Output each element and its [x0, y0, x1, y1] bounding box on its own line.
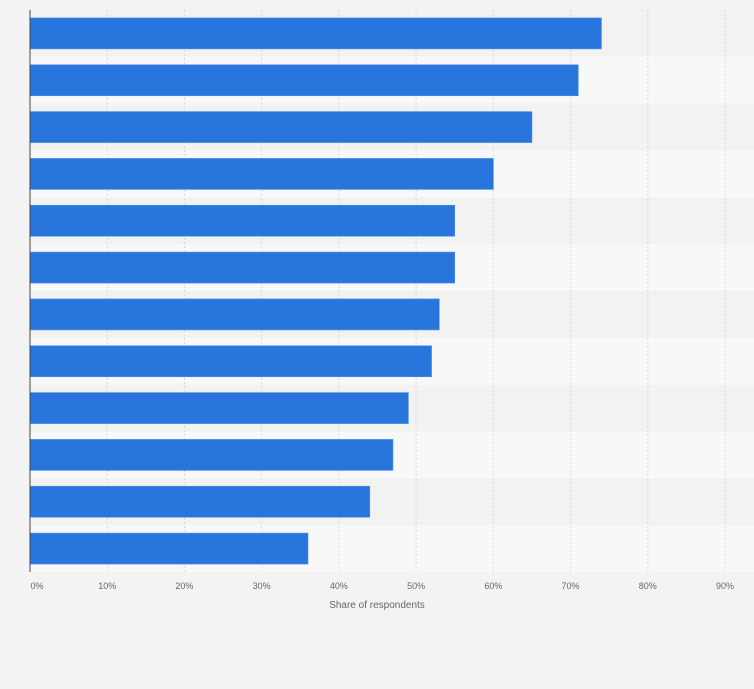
bar — [29, 17, 602, 50]
x-axis-label: Share of respondents — [329, 600, 425, 611]
x-tick-label: 60% — [484, 581, 502, 591]
bar — [29, 298, 440, 331]
x-tick-label: 70% — [562, 581, 580, 591]
bar — [29, 485, 371, 518]
x-tick-label: 90% — [716, 581, 734, 591]
bar — [29, 532, 309, 565]
bar — [29, 64, 579, 97]
bar — [29, 439, 394, 471]
x-tick-label: 80% — [639, 581, 657, 591]
bar — [29, 204, 456, 237]
bar — [29, 345, 432, 378]
x-tick-label: 20% — [175, 581, 193, 591]
bar — [29, 111, 533, 143]
x-tick-label: 10% — [98, 581, 116, 591]
x-tick-label: 0% — [30, 581, 43, 591]
x-tick-label: 50% — [407, 581, 425, 591]
bar — [29, 251, 456, 284]
bar — [29, 392, 409, 424]
x-tick-label: 30% — [253, 581, 271, 591]
bar — [29, 158, 494, 190]
x-tick-label: 40% — [330, 581, 348, 591]
